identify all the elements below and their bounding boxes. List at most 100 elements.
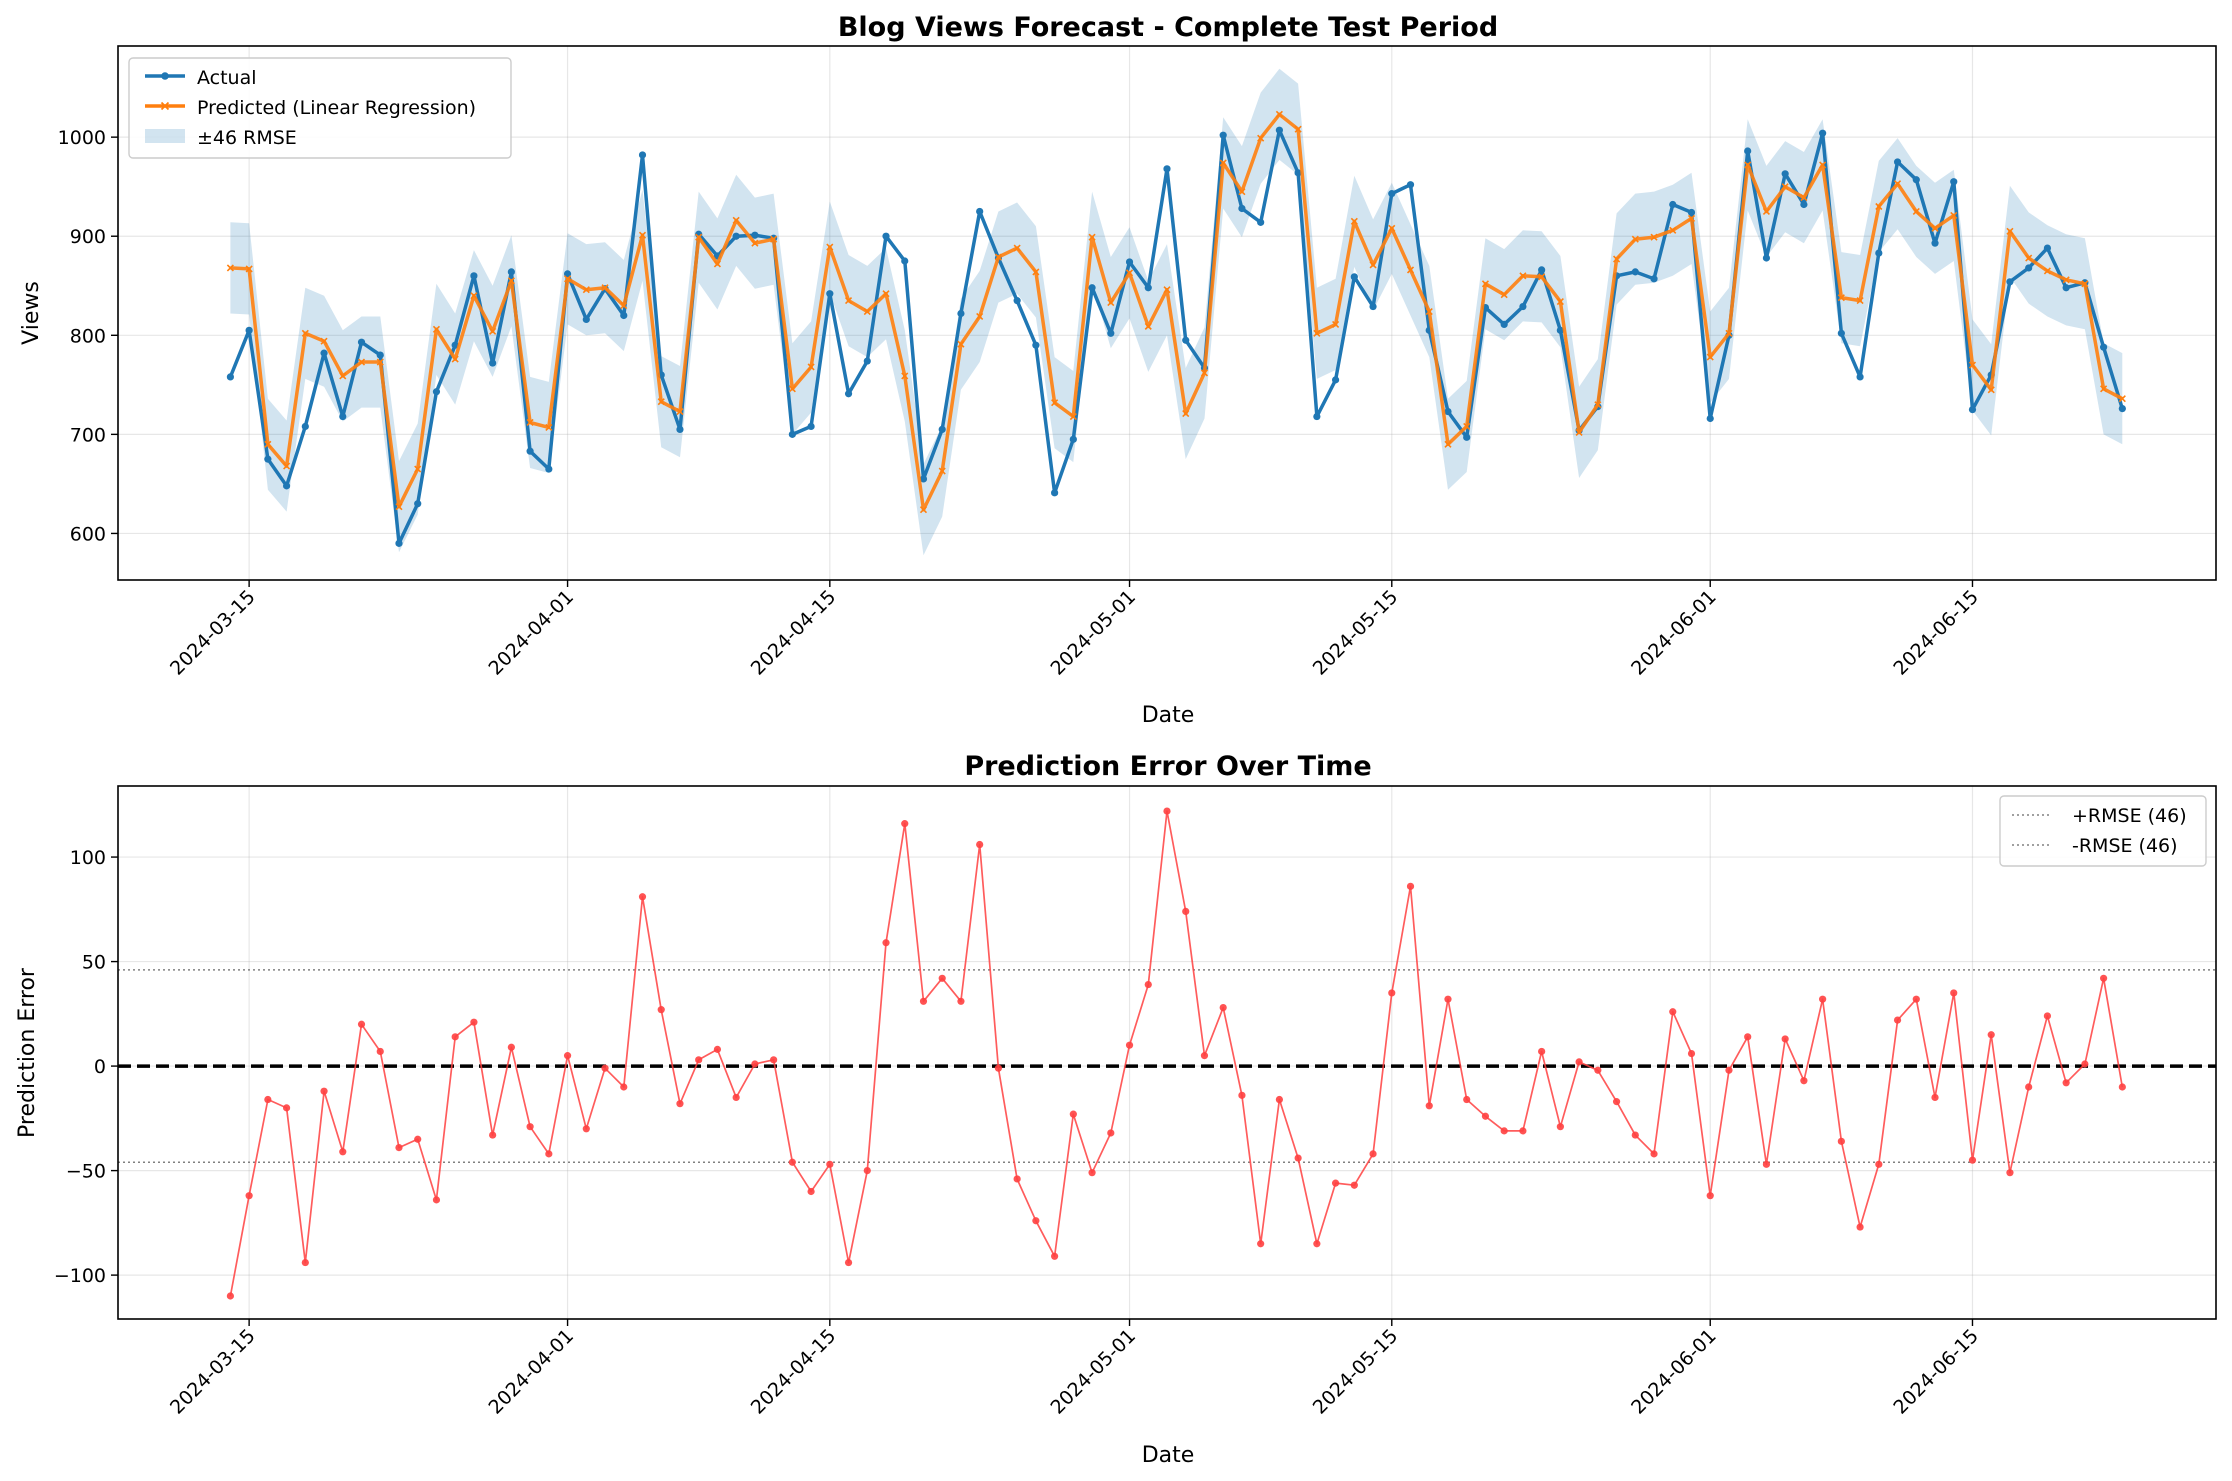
actual-point bbox=[2025, 264, 2033, 272]
actual-point bbox=[1556, 326, 1564, 334]
actual-point bbox=[788, 430, 796, 438]
actual-point bbox=[1931, 239, 1939, 247]
actual-point bbox=[844, 390, 853, 398]
error-point bbox=[1163, 807, 1171, 815]
actual-point bbox=[1069, 435, 1077, 443]
y-tick-label: 900 bbox=[70, 226, 106, 248]
predicted-point bbox=[2081, 280, 2089, 288]
error-point bbox=[1219, 1003, 1227, 1012]
error-point bbox=[245, 1192, 253, 1200]
actual-point bbox=[1350, 273, 1358, 281]
predicted-point bbox=[226, 264, 234, 272]
error-point bbox=[2081, 1060, 2089, 1068]
actual-point bbox=[1331, 376, 1340, 384]
actual-point bbox=[1762, 254, 1771, 262]
error-point bbox=[320, 1087, 328, 1095]
error-point bbox=[1987, 1031, 1995, 1039]
actual-point bbox=[1275, 126, 1283, 134]
error-point bbox=[1781, 1035, 1789, 1043]
actual-point bbox=[807, 422, 815, 431]
predicted-point bbox=[376, 358, 384, 366]
error-plot-area bbox=[117, 785, 2217, 1320]
actual-point bbox=[1856, 373, 1864, 381]
error-point bbox=[2100, 974, 2108, 982]
error-point bbox=[1594, 1066, 1602, 1074]
error-point bbox=[451, 1033, 459, 1041]
actual-point bbox=[2043, 244, 2052, 252]
predicted-point bbox=[339, 372, 347, 380]
predicted-point bbox=[1463, 422, 1471, 431]
predicted-point bbox=[1912, 207, 1920, 216]
predicted-point bbox=[2025, 254, 2033, 262]
actual-point bbox=[1444, 407, 1452, 416]
error-point bbox=[1912, 995, 1920, 1003]
predicted-point bbox=[1538, 273, 1546, 281]
actual-point bbox=[563, 270, 572, 278]
actual-point bbox=[2100, 343, 2108, 351]
actual-point bbox=[1051, 489, 1059, 497]
error-point bbox=[1275, 1095, 1283, 1104]
error-point bbox=[976, 840, 984, 849]
error-point bbox=[301, 1258, 309, 1267]
error-point bbox=[1200, 1052, 1209, 1060]
error-point bbox=[1444, 995, 1452, 1003]
predicted-point bbox=[564, 275, 572, 283]
error-chart-title: Prediction Error Over Time bbox=[964, 751, 1371, 782]
y-tick-label: −100 bbox=[54, 1265, 106, 1287]
actual-point bbox=[414, 500, 422, 508]
predicted-point bbox=[2043, 267, 2051, 275]
error-point bbox=[2043, 1012, 2052, 1020]
predicted-point bbox=[320, 337, 328, 345]
predicted-point bbox=[2118, 395, 2126, 403]
actual-point bbox=[938, 425, 946, 434]
error-point bbox=[1331, 1179, 1340, 1187]
predicted-point bbox=[507, 277, 515, 285]
predicted-point bbox=[1032, 268, 1040, 276]
actual-point bbox=[1257, 218, 1265, 226]
predicted-point bbox=[1594, 401, 1602, 409]
predicted-point bbox=[526, 418, 534, 427]
predicted-point bbox=[1706, 353, 1714, 361]
error-legend: +RMSE (46) -RMSE (46) bbox=[1999, 795, 2207, 867]
forecast-y-axis-label: Views bbox=[19, 281, 44, 345]
predicted-point bbox=[826, 243, 834, 251]
error-point bbox=[807, 1187, 815, 1196]
legend-item-predicted: Predicted (Linear Regression) bbox=[145, 97, 476, 119]
actual-point bbox=[1968, 405, 1977, 414]
predicted-point bbox=[1856, 297, 1864, 305]
error-point bbox=[751, 1060, 759, 1068]
error-point bbox=[1968, 1156, 1977, 1164]
error-point bbox=[545, 1150, 553, 1158]
actual-point bbox=[1669, 200, 1677, 209]
y-tick-label: 1000 bbox=[58, 127, 106, 149]
actual-point bbox=[1182, 336, 1190, 344]
error-point bbox=[1856, 1223, 1864, 1231]
actual-point bbox=[1406, 181, 1415, 189]
error-point bbox=[1088, 1169, 1096, 1177]
predicted-point bbox=[2100, 385, 2108, 393]
predicted-point bbox=[1968, 361, 1977, 369]
predicted-point bbox=[1762, 207, 1770, 216]
predicted-point bbox=[1013, 244, 1021, 252]
actual-point bbox=[395, 539, 403, 547]
error-y-axis-label: Prediction Error bbox=[15, 967, 40, 1138]
actual-point bbox=[582, 315, 590, 324]
actual-point bbox=[339, 412, 347, 421]
actual-point bbox=[432, 388, 441, 396]
predicted-point bbox=[1388, 224, 1396, 232]
y-tick-label: 600 bbox=[70, 523, 106, 545]
predicted-point bbox=[844, 297, 853, 305]
y-tick-label: 800 bbox=[70, 325, 106, 347]
error-point bbox=[919, 997, 928, 1005]
error-point bbox=[1669, 1008, 1677, 1016]
error-point bbox=[601, 1064, 609, 1072]
actual-point bbox=[1744, 147, 1752, 155]
actual-point bbox=[264, 455, 272, 463]
error-point bbox=[1800, 1077, 1808, 1085]
error-point bbox=[2006, 1169, 2014, 1177]
predicted-point bbox=[301, 329, 309, 337]
predicted-point bbox=[1481, 280, 1490, 288]
error-point bbox=[264, 1095, 272, 1104]
y-tick-label: 50 bbox=[82, 952, 106, 974]
actual-point bbox=[1875, 249, 1883, 257]
